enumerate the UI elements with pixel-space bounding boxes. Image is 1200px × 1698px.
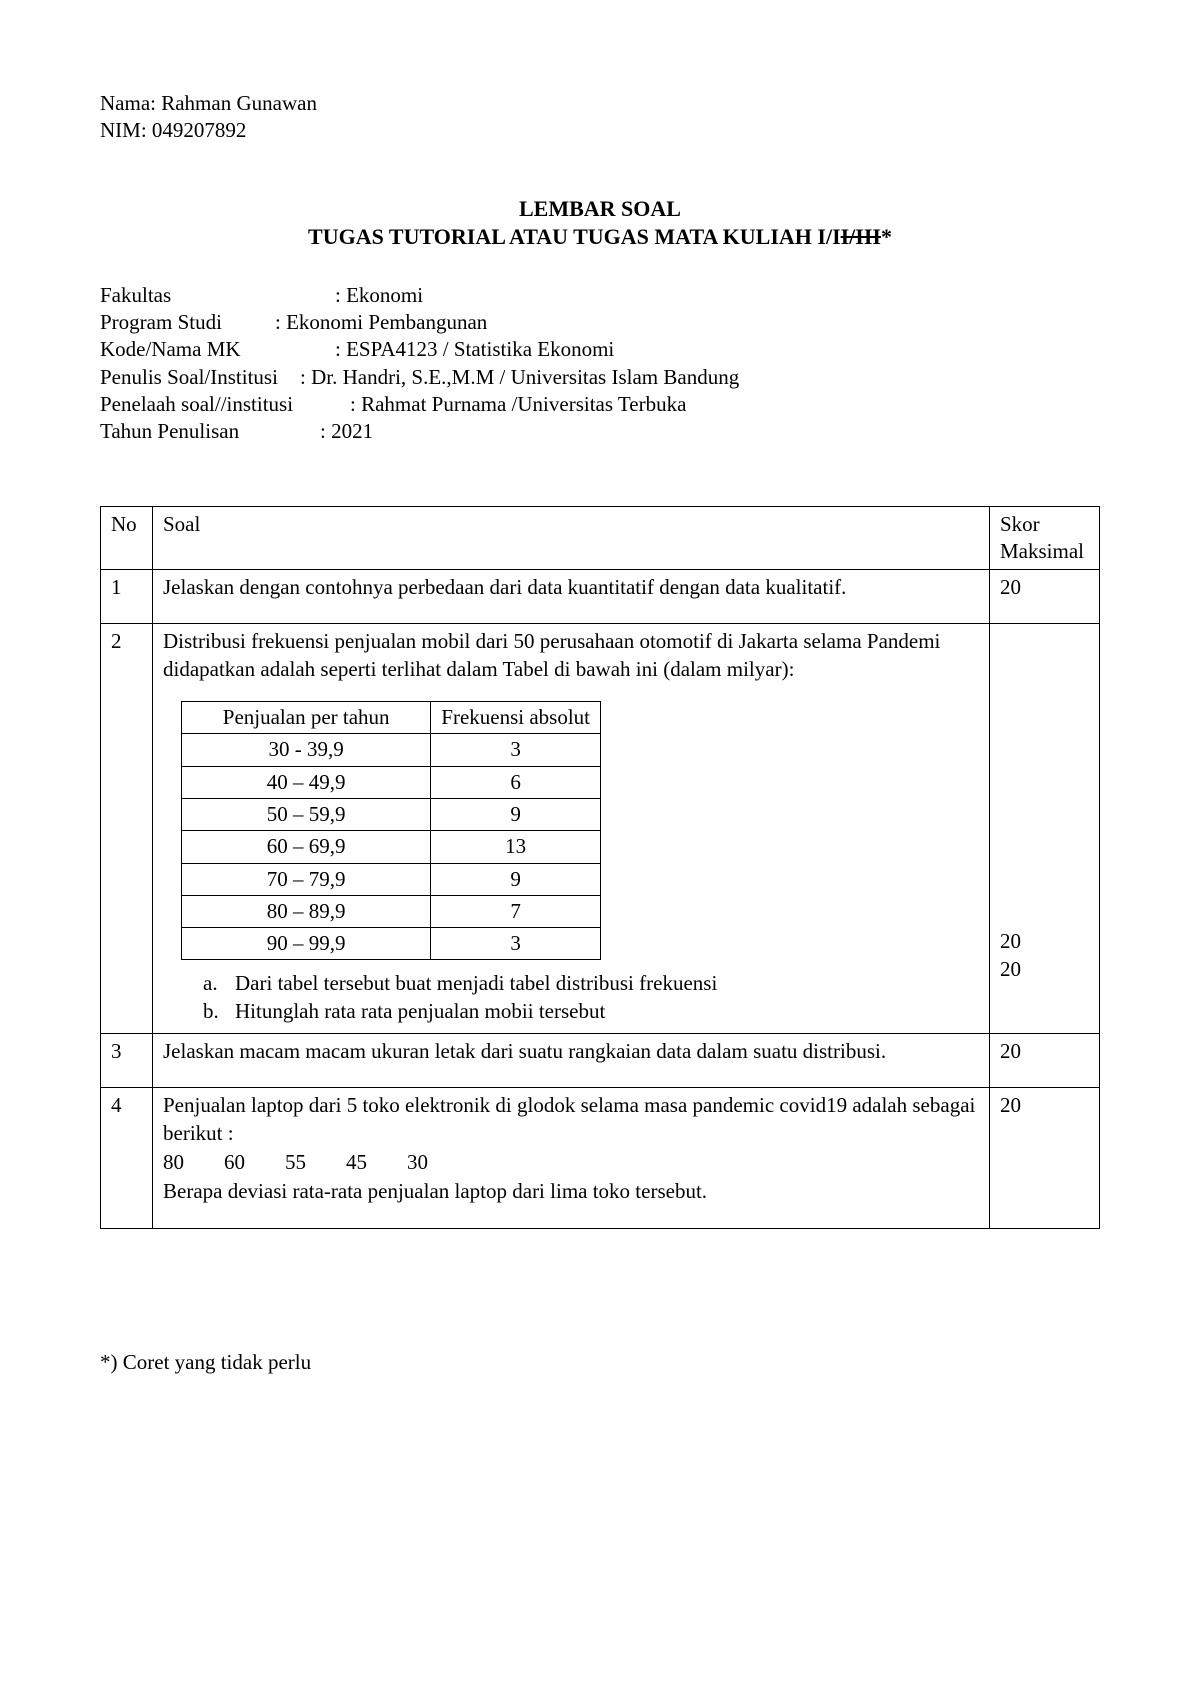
- row1-soal: Jelaskan dengan contohnya perbedaan dari…: [153, 570, 990, 624]
- row2-intro: Distribusi frekuensi penjualan mobil dar…: [163, 628, 979, 687]
- fakultas-value: : Ekonomi: [335, 282, 423, 309]
- nama-label: Nama:: [100, 91, 161, 115]
- row4-line2: Berapa deviasi rata-rata penjualan lapto…: [163, 1178, 979, 1223]
- penelaah-value: : Rahmat Purnama /Universitas Terbuka: [350, 391, 686, 418]
- title-line2: TUGAS TUTORIAL ATAU TUGAS MATA KULIAH I/…: [100, 223, 1100, 252]
- meta-program: Program Studi : Ekonomi Pembangunan: [100, 309, 1100, 336]
- row3-skor: 20: [990, 1034, 1100, 1088]
- title-line1: LEMBAR SOAL: [100, 195, 1100, 224]
- student-info: Nama: Rahman Gunawan NIM: 049207892: [100, 90, 1100, 145]
- inner-row: 90 – 99,93: [182, 928, 601, 960]
- meta-kode: Kode/Nama MK : ESPA4123 / Statistika Eko…: [100, 336, 1100, 363]
- header-skor: Skor Maksimal: [990, 506, 1100, 570]
- sublist: a.Dari tabel tersebut buat menjadi tabel…: [163, 970, 979, 1025]
- footnote: *) Coret yang tidak perlu: [100, 1349, 1100, 1376]
- sub-item-b: b.Hitunglah rata rata penjualan mobii te…: [203, 998, 979, 1025]
- penulis-label: Penulis Soal/Institusi: [100, 364, 300, 391]
- nama-value: Rahman Gunawan: [161, 91, 317, 115]
- meta-penelaah: Penelaah soal//institusi : Rahmat Purnam…: [100, 391, 1100, 418]
- row4-soal: Penjualan laptop dari 5 toko elektronik …: [153, 1088, 990, 1228]
- student-name-line: Nama: Rahman Gunawan: [100, 90, 1100, 117]
- meta-info: Fakultas : Ekonomi Program Studi : Ekono…: [100, 282, 1100, 446]
- meta-tahun: Tahun Penulisan : 2021: [100, 418, 1100, 445]
- student-nim-line: NIM: 049207892: [100, 117, 1100, 144]
- program-value: : Ekonomi Pembangunan: [275, 309, 487, 336]
- kode-label: Kode/Nama MK: [100, 336, 335, 363]
- header-no: No: [101, 506, 153, 570]
- title-strike: I/III: [841, 224, 881, 249]
- inner-row: 70 – 79,99: [182, 863, 601, 895]
- meta-penulis: Penulis Soal/Institusi : Dr. Handri, S.E…: [100, 364, 1100, 391]
- inner-row: 30 - 39,93: [182, 734, 601, 766]
- table-row: 1 Jelaskan dengan contohnya perbedaan da…: [101, 570, 1100, 624]
- row4-values: 80 60 55 45 30: [163, 1147, 979, 1178]
- nim-value: 049207892: [152, 118, 247, 142]
- kode-value: : ESPA4123 / Statistika Ekonomi: [335, 336, 614, 363]
- fakultas-label: Fakultas: [100, 282, 335, 309]
- row4-no: 4: [101, 1088, 153, 1228]
- row4-skor: 20: [990, 1088, 1100, 1228]
- row1-skor: 20: [990, 570, 1100, 624]
- row4-line1: Penjualan laptop dari 5 toko elektronik …: [163, 1092, 979, 1147]
- row1-no: 1: [101, 570, 153, 624]
- inner-header-freq: Frekuensi absolut: [431, 702, 601, 734]
- questions-table: No Soal Skor Maksimal 1 Jelaskan dengan …: [100, 506, 1100, 1229]
- header-soal: Soal: [153, 506, 990, 570]
- document-title: LEMBAR SOAL TUGAS TUTORIAL ATAU TUGAS MA…: [100, 195, 1100, 252]
- program-label: Program Studi: [100, 309, 275, 336]
- penulis-value: : Dr. Handri, S.E.,M.M / Universitas Isl…: [300, 364, 739, 391]
- tahun-value: : 2021: [320, 418, 373, 445]
- nim-label: NIM:: [100, 118, 152, 142]
- row3-soal: Jelaskan macam macam ukuran letak dari s…: [153, 1034, 990, 1088]
- inner-row: 40 – 49,96: [182, 766, 601, 798]
- table-row: 4 Penjualan laptop dari 5 toko elektroni…: [101, 1088, 1100, 1228]
- row3-no: 3: [101, 1034, 153, 1088]
- inner-row: 50 – 59,99: [182, 798, 601, 830]
- frequency-table: Penjualan per tahun Frekuensi absolut 30…: [181, 701, 601, 960]
- inner-header-sales: Penjualan per tahun: [182, 702, 431, 734]
- inner-row: 60 – 69,913: [182, 831, 601, 863]
- row2-no: 2: [101, 624, 153, 1034]
- tahun-label: Tahun Penulisan: [100, 418, 320, 445]
- row2-soal: Distribusi frekuensi penjualan mobil dar…: [153, 624, 990, 1034]
- table-row: 3 Jelaskan macam macam ukuran letak dari…: [101, 1034, 1100, 1088]
- table-header-row: No Soal Skor Maksimal: [101, 506, 1100, 570]
- table-row: 2 Distribusi frekuensi penjualan mobil d…: [101, 624, 1100, 1034]
- row2-skor: 20 20: [990, 624, 1100, 1034]
- inner-row: 80 – 89,97: [182, 895, 601, 927]
- sub-item-a: a.Dari tabel tersebut buat menjadi tabel…: [203, 970, 979, 997]
- penelaah-label: Penelaah soal//institusi: [100, 391, 350, 418]
- meta-fakultas: Fakultas : Ekonomi: [100, 282, 1100, 309]
- inner-header-row: Penjualan per tahun Frekuensi absolut: [182, 702, 601, 734]
